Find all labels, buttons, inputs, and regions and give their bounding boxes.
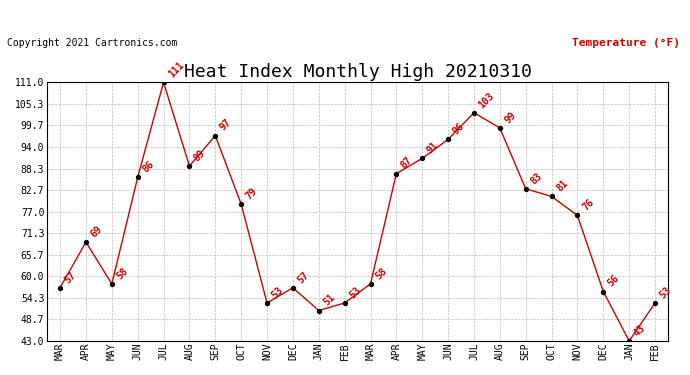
- Point: [417, 155, 428, 161]
- Point: [55, 285, 66, 291]
- Point: [210, 133, 221, 139]
- Text: Copyright 2021 Cartronics.com: Copyright 2021 Cartronics.com: [7, 38, 177, 48]
- Point: [313, 308, 324, 314]
- Text: 53: 53: [270, 285, 285, 300]
- Point: [365, 281, 376, 287]
- Text: 58: 58: [373, 266, 388, 281]
- Point: [572, 213, 583, 219]
- Text: 53: 53: [347, 285, 363, 300]
- Text: 57: 57: [63, 270, 78, 285]
- Point: [649, 300, 660, 306]
- Point: [184, 163, 195, 169]
- Point: [158, 79, 169, 85]
- Text: 51: 51: [322, 292, 337, 308]
- Title: Heat Index Monthly High 20210310: Heat Index Monthly High 20210310: [184, 63, 531, 81]
- Point: [106, 281, 117, 287]
- Text: 76: 76: [580, 197, 595, 213]
- Text: 83: 83: [529, 171, 544, 186]
- Text: 89: 89: [193, 148, 208, 163]
- Text: 58: 58: [115, 266, 130, 281]
- Point: [262, 300, 273, 306]
- Point: [546, 194, 557, 200]
- Point: [287, 285, 298, 291]
- Text: 99: 99: [502, 110, 518, 125]
- Point: [494, 125, 505, 131]
- Point: [81, 239, 92, 245]
- Text: 53: 53: [658, 285, 673, 300]
- Text: 103: 103: [477, 90, 496, 110]
- Text: 111: 111: [166, 60, 186, 80]
- Text: 56: 56: [606, 273, 622, 289]
- Text: 96: 96: [451, 121, 466, 136]
- Text: 87: 87: [399, 156, 415, 171]
- Point: [391, 171, 402, 177]
- Point: [442, 136, 453, 142]
- Point: [520, 186, 531, 192]
- Text: 81: 81: [554, 178, 570, 194]
- Point: [624, 338, 635, 344]
- Text: 79: 79: [244, 186, 259, 201]
- Text: 57: 57: [296, 270, 311, 285]
- Text: 97: 97: [218, 117, 233, 133]
- Text: 43: 43: [632, 323, 647, 338]
- Text: 69: 69: [89, 224, 104, 239]
- Point: [236, 201, 247, 207]
- Point: [339, 300, 350, 306]
- Point: [469, 110, 480, 116]
- Point: [598, 288, 609, 294]
- Text: Temperature (°F): Temperature (°F): [571, 38, 680, 48]
- Text: 91: 91: [425, 140, 440, 156]
- Text: 86: 86: [141, 159, 156, 175]
- Point: [132, 174, 144, 180]
